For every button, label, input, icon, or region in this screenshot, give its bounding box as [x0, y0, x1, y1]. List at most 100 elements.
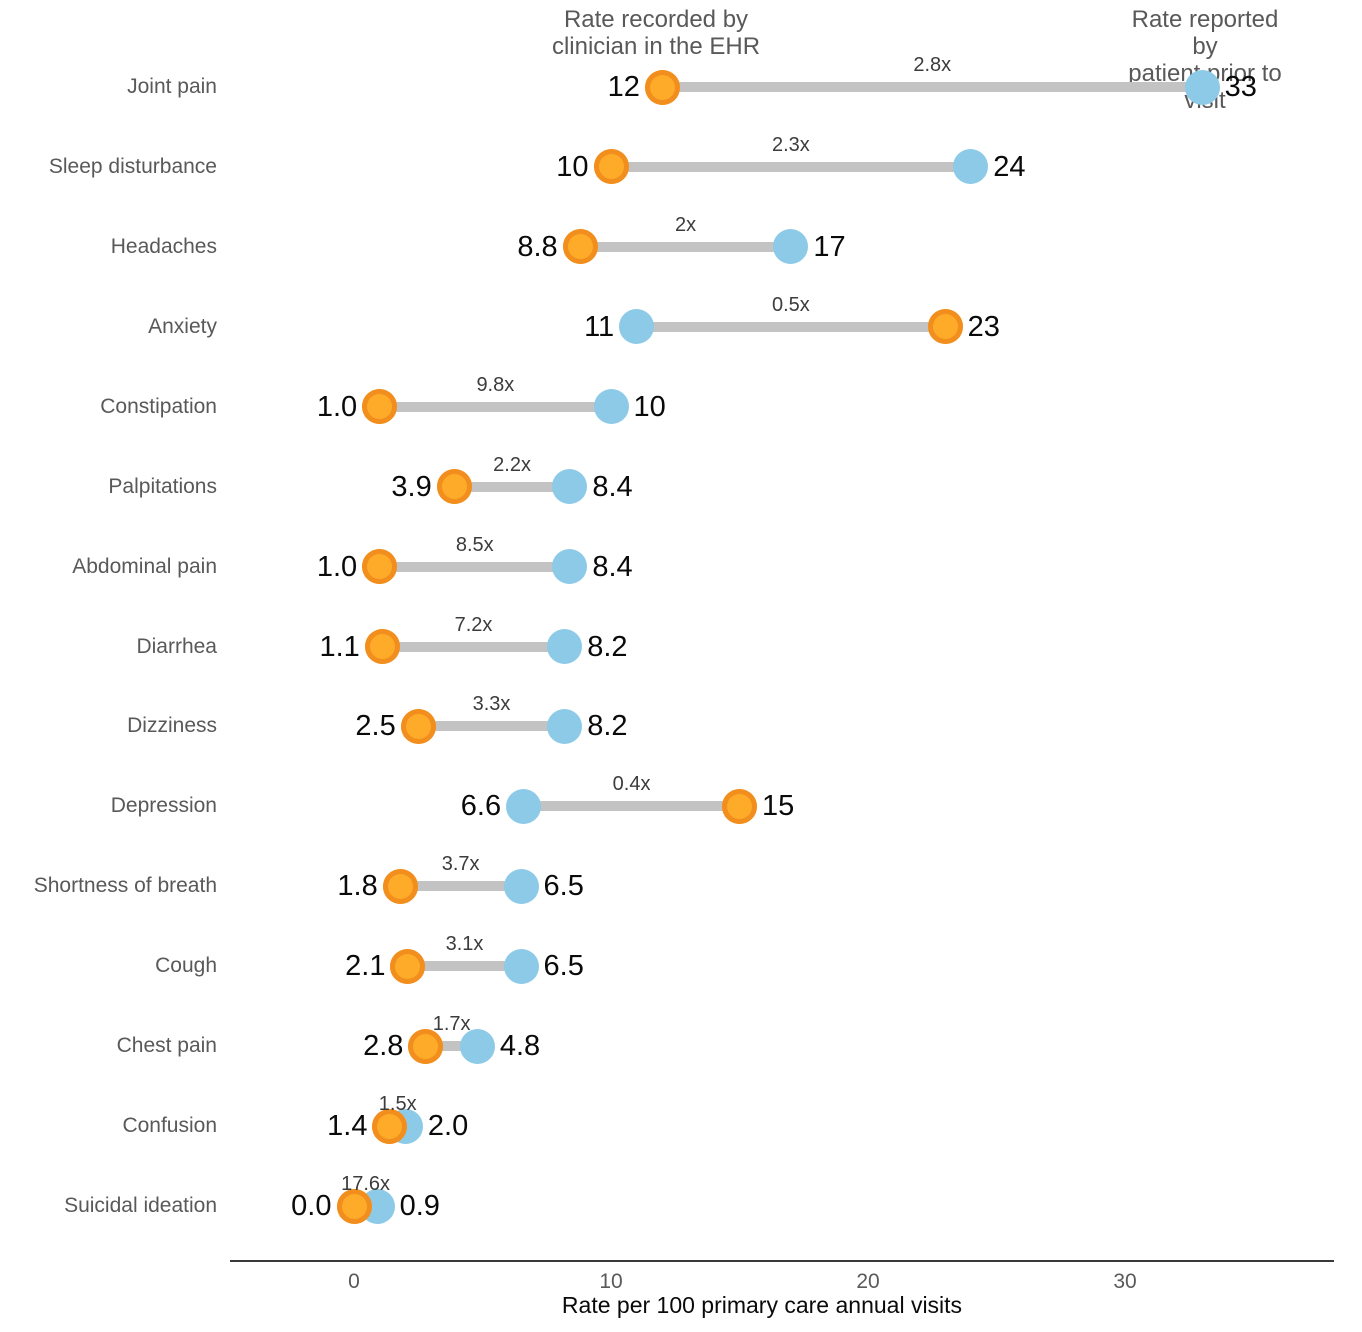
- category-label: Suicidal ideation: [64, 1194, 217, 1218]
- value-label-right: 8.2: [587, 710, 628, 743]
- connector-line: [662, 82, 1203, 92]
- patient-dot: [503, 868, 539, 904]
- clinician-dot: [372, 1108, 408, 1144]
- value-label-left: 2.5: [355, 710, 396, 743]
- category-label: Shortness of breath: [33, 874, 217, 898]
- value-label-left: 2.1: [345, 950, 386, 983]
- connector-line: [523, 801, 740, 812]
- patient-dot: [459, 1028, 495, 1064]
- clinician-dot: [382, 868, 418, 904]
- patient-dot: [773, 229, 809, 265]
- ratio-label: 1.5x: [378, 1093, 417, 1116]
- patient-dot: [552, 549, 588, 585]
- value-label-left: 1.4: [327, 1110, 368, 1143]
- category-label: Confusion: [122, 1114, 217, 1138]
- ratio-label: 7.2x: [454, 613, 493, 636]
- x-tick-label: 10: [599, 1270, 623, 1293]
- value-label-right: 8.2: [587, 630, 628, 663]
- value-label-left: 2.8: [363, 1030, 404, 1063]
- connector-line: [425, 1041, 478, 1052]
- clinician-dot: [408, 1028, 444, 1064]
- clinician-dot: [400, 708, 436, 744]
- value-label-left: 8.8: [517, 230, 558, 263]
- clinician-dot: [722, 788, 757, 824]
- ratio-label: 3.7x: [441, 853, 480, 876]
- connector-line: [418, 721, 565, 732]
- value-label-right: 8.4: [592, 550, 633, 583]
- ratio-label: 9.8x: [476, 373, 515, 396]
- category-label: Headaches: [110, 234, 217, 258]
- value-label-right: 15: [762, 790, 795, 823]
- clinician-dot: [562, 229, 598, 265]
- value-label-left: 1.0: [316, 390, 358, 423]
- patient-dot: [506, 788, 542, 824]
- patient-dot: [547, 708, 583, 744]
- category-label: Chest pain: [116, 1034, 217, 1058]
- category-label: Anxiety: [148, 314, 217, 338]
- category-label: Depression: [110, 794, 217, 818]
- connector-line: [400, 881, 522, 892]
- category-label: Palpitations: [108, 474, 217, 498]
- category-label: Constipation: [100, 394, 217, 418]
- clinician-dot: [364, 629, 400, 664]
- value-label-right: 6.5: [543, 870, 584, 903]
- value-label-left: 1.0: [316, 550, 358, 583]
- clinician-dot: [644, 69, 680, 105]
- connector-line: [382, 641, 565, 652]
- value-label-right: 0.9: [399, 1190, 440, 1223]
- value-label-left: 12: [607, 71, 640, 103]
- value-label-left: 1.8: [337, 870, 378, 903]
- connector-line: [379, 401, 611, 412]
- ratio-label: 2.8x: [913, 54, 952, 76]
- clinician-dot: [390, 948, 426, 984]
- ratio-label: 2.2x: [493, 453, 531, 476]
- clinician-dot: [362, 549, 398, 585]
- ratio-label: 0.5x: [771, 293, 810, 316]
- column-header-patient: Rate reported by patient prior to visit: [1128, 6, 1282, 114]
- value-label-left: 11: [584, 310, 615, 343]
- x-tick-label: 20: [856, 1270, 880, 1293]
- clinician-dot: [436, 469, 472, 505]
- connector-line: [580, 241, 791, 252]
- value-label-left: 3.9: [391, 470, 432, 503]
- value-label-right: 6.5: [543, 950, 584, 983]
- category-label: Sleep disturbance: [48, 154, 217, 178]
- patient-dot: [552, 469, 588, 505]
- ratio-label: 3.1x: [445, 933, 484, 956]
- value-label-right: 33: [1224, 71, 1257, 103]
- x-tick-label: 30: [1113, 1270, 1137, 1293]
- category-label: Joint pain: [127, 75, 217, 98]
- ratio-label: 2.3x: [771, 133, 810, 156]
- clinician-dot: [593, 149, 629, 185]
- value-label-right: 10: [633, 390, 666, 423]
- category-label: Cough: [155, 954, 217, 978]
- value-label-right: 23: [967, 310, 1000, 343]
- ratio-label: 0.4x: [612, 773, 651, 796]
- value-label-left: 6.6: [460, 790, 502, 823]
- connector-line: [636, 321, 946, 332]
- value-label-right: 24: [993, 150, 1026, 183]
- patient-dot: [953, 149, 989, 185]
- ratio-label: 1.7x: [432, 1013, 471, 1036]
- value-label-left: 1.1: [319, 630, 360, 663]
- x-axis-title: Rate per 100 primary care annual visits: [561, 1292, 963, 1318]
- ratio-label: 3.3x: [472, 693, 511, 716]
- clinician-dot: [362, 389, 398, 425]
- x-tick-label: 0: [348, 1270, 360, 1293]
- value-label-right: 4.8: [499, 1030, 541, 1063]
- value-label-left: 0.0: [291, 1190, 332, 1223]
- connector-line: [407, 961, 522, 972]
- ratio-label: 17.6x: [341, 1173, 391, 1196]
- value-label-right: 2.0: [427, 1110, 469, 1143]
- patient-dot: [1184, 69, 1220, 105]
- connector-line: [379, 561, 570, 572]
- value-label-left: 10: [556, 150, 589, 183]
- category-label: Abdominal pain: [72, 554, 217, 578]
- x-axis-line: [230, 1260, 1334, 1262]
- clinician-dot: [336, 1188, 372, 1224]
- value-label-right: 17: [813, 230, 846, 263]
- clinician-dot: [927, 309, 963, 345]
- patient-dot: [593, 389, 629, 425]
- category-label: Diarrhea: [136, 634, 217, 658]
